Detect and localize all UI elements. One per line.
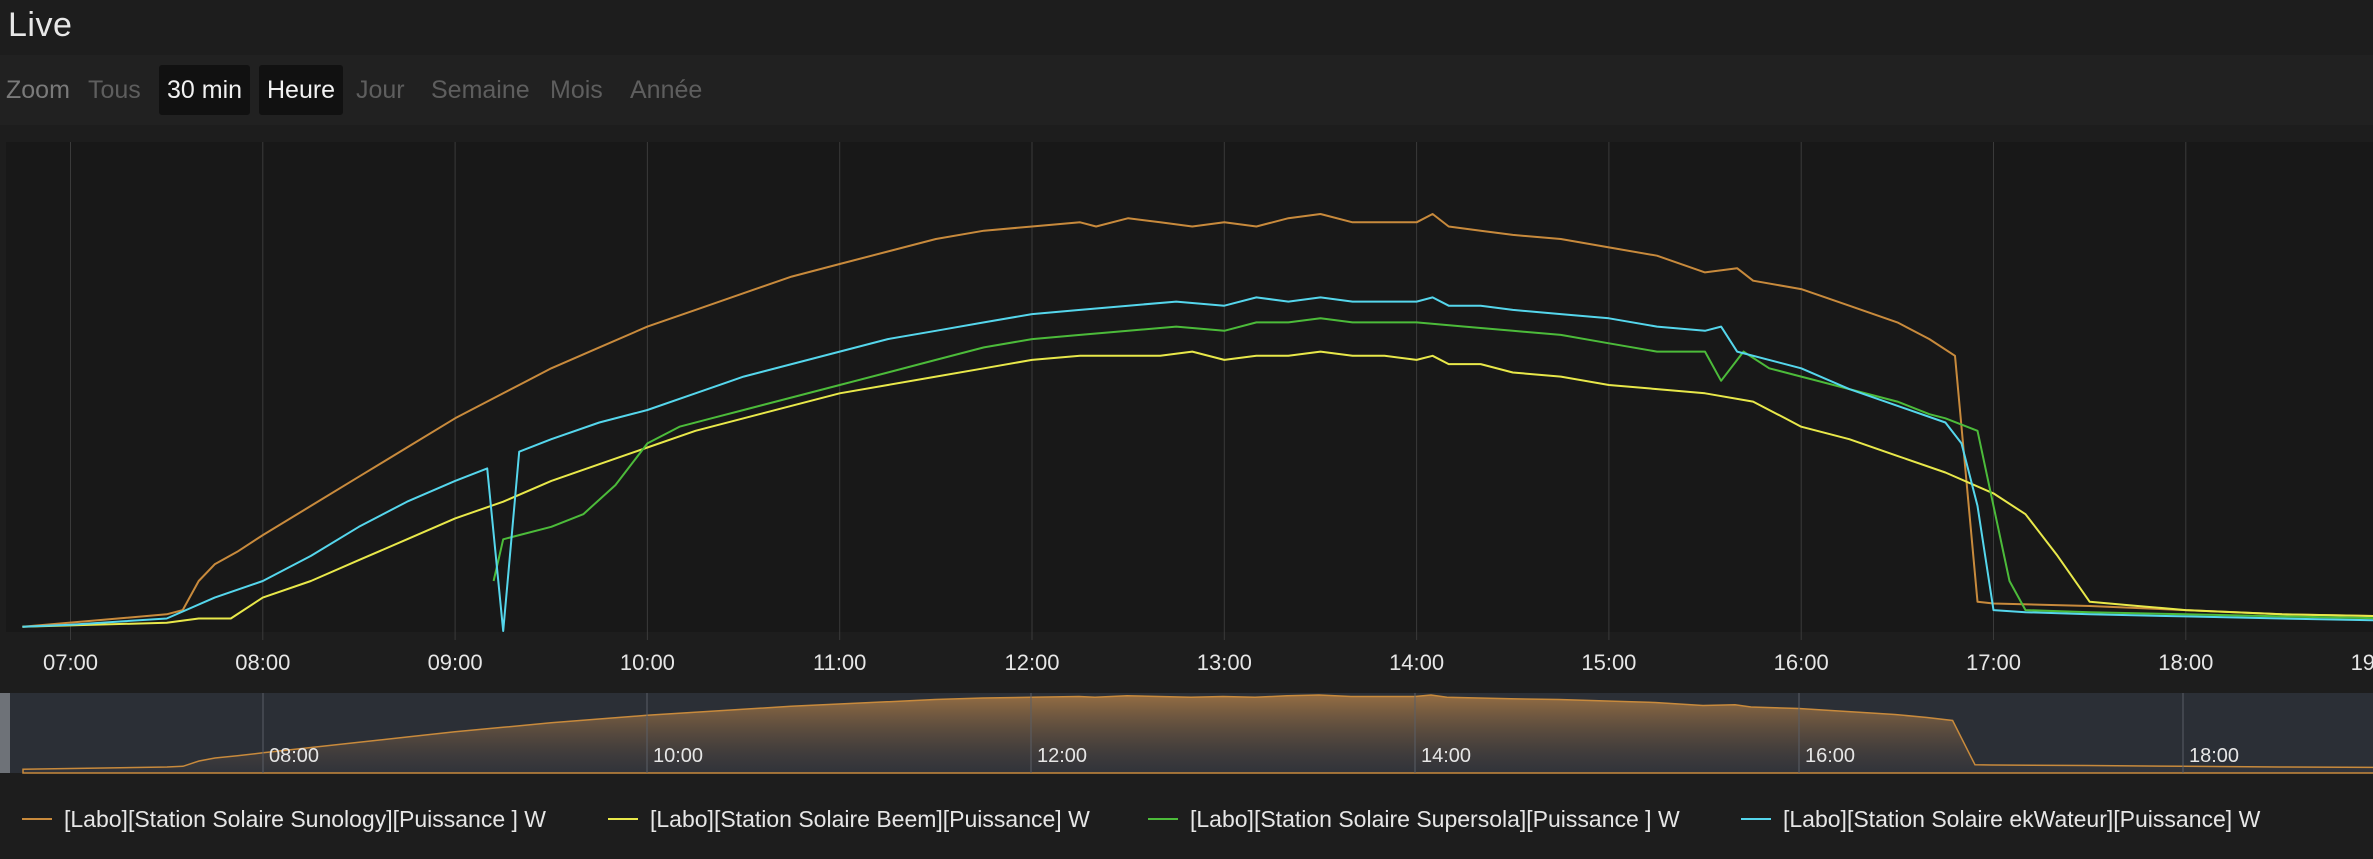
- x-tick-label: 18:00: [2158, 650, 2213, 675]
- zoom-day-button[interactable]: Jour: [356, 76, 405, 104]
- legend-label: [Labo][Station Solaire Beem][Puissance] …: [650, 806, 1090, 832]
- navigator-tick-label: 10:00: [653, 745, 703, 767]
- legend-item-3[interactable]: [Labo][Station Solaire Supersola][Puissa…: [1148, 806, 1680, 832]
- x-tick-label: 13:00: [1197, 650, 1252, 675]
- zoom-label: Zoom: [6, 76, 70, 104]
- x-tick-label: 16:00: [1774, 650, 1829, 675]
- legend-item-1[interactable]: [Labo][Station Solaire Sunology][Puissan…: [22, 806, 546, 832]
- navigator-tick-label: 08:00: [269, 745, 319, 767]
- x-tick-label: 15:00: [1581, 650, 1636, 675]
- zoom-30min-button[interactable]: 30 min: [159, 65, 251, 115]
- x-tick-label: 07:00: [43, 650, 98, 675]
- series-line-4: [22, 296, 2373, 632]
- navigator-area: [22, 694, 2373, 774]
- legend-label: [Labo][Station Solaire Supersola][Puissa…: [1190, 806, 1680, 832]
- zoom-month-button[interactable]: Mois: [550, 76, 603, 104]
- navigator-handle[interactable]: [0, 693, 10, 773]
- x-tick-label: 14:00: [1389, 650, 1444, 675]
- page-title: Live: [8, 6, 73, 44]
- navigator-tick-label: 14:00: [1421, 745, 1471, 767]
- series-line-1: [22, 213, 2373, 628]
- zoom-year-button[interactable]: Année: [630, 76, 703, 104]
- navigator-tick-label: 18:00: [2189, 745, 2239, 767]
- x-tick-label: 11:00: [813, 650, 866, 675]
- chart-container: 07:00 08:00 09:00 10:00 11:00 12:00 13:00 14:00…: [0, 140, 2373, 859]
- series-line-3: [492, 317, 2373, 620]
- legend-label: [Labo][Station Solaire ekWateur][Puissan…: [1783, 806, 2261, 832]
- navigator-tick-label: 12:00: [1037, 745, 1087, 767]
- x-tick-label: 10:00: [620, 650, 675, 675]
- line-chart: 07:00 08:00 09:00 10:00 11:00 12:00 13:00 14:00…: [0, 142, 2373, 832]
- x-tick-label: 17:00: [1966, 650, 2021, 675]
- series-line-2: [22, 350, 2373, 628]
- zoom-all-button[interactable]: Tous: [88, 76, 141, 104]
- legend-item-2[interactable]: [Labo][Station Solaire Beem][Puissance] …: [608, 806, 1090, 832]
- zoom-week-button[interactable]: Semaine: [431, 76, 530, 104]
- x-tick-label: 12:00: [1004, 650, 1059, 675]
- zoom-toolbar: Zoom Tous 30 min Heure Jour Semaine Mois…: [0, 55, 2373, 125]
- legend-item-4[interactable]: [Labo][Station Solaire ekWateur][Puissan…: [1741, 806, 2261, 832]
- plot-area: [6, 142, 2373, 632]
- navigator-tick-label: 16:00: [1805, 745, 1855, 767]
- zoom-hour-button[interactable]: Heure: [259, 65, 344, 115]
- x-tick-label: 19:00: [2351, 650, 2373, 675]
- x-tick-label: 09:00: [428, 650, 483, 675]
- legend-label: [Labo][Station Solaire Sunology][Puissan…: [64, 806, 546, 832]
- x-tick-label: 08:00: [235, 650, 290, 675]
